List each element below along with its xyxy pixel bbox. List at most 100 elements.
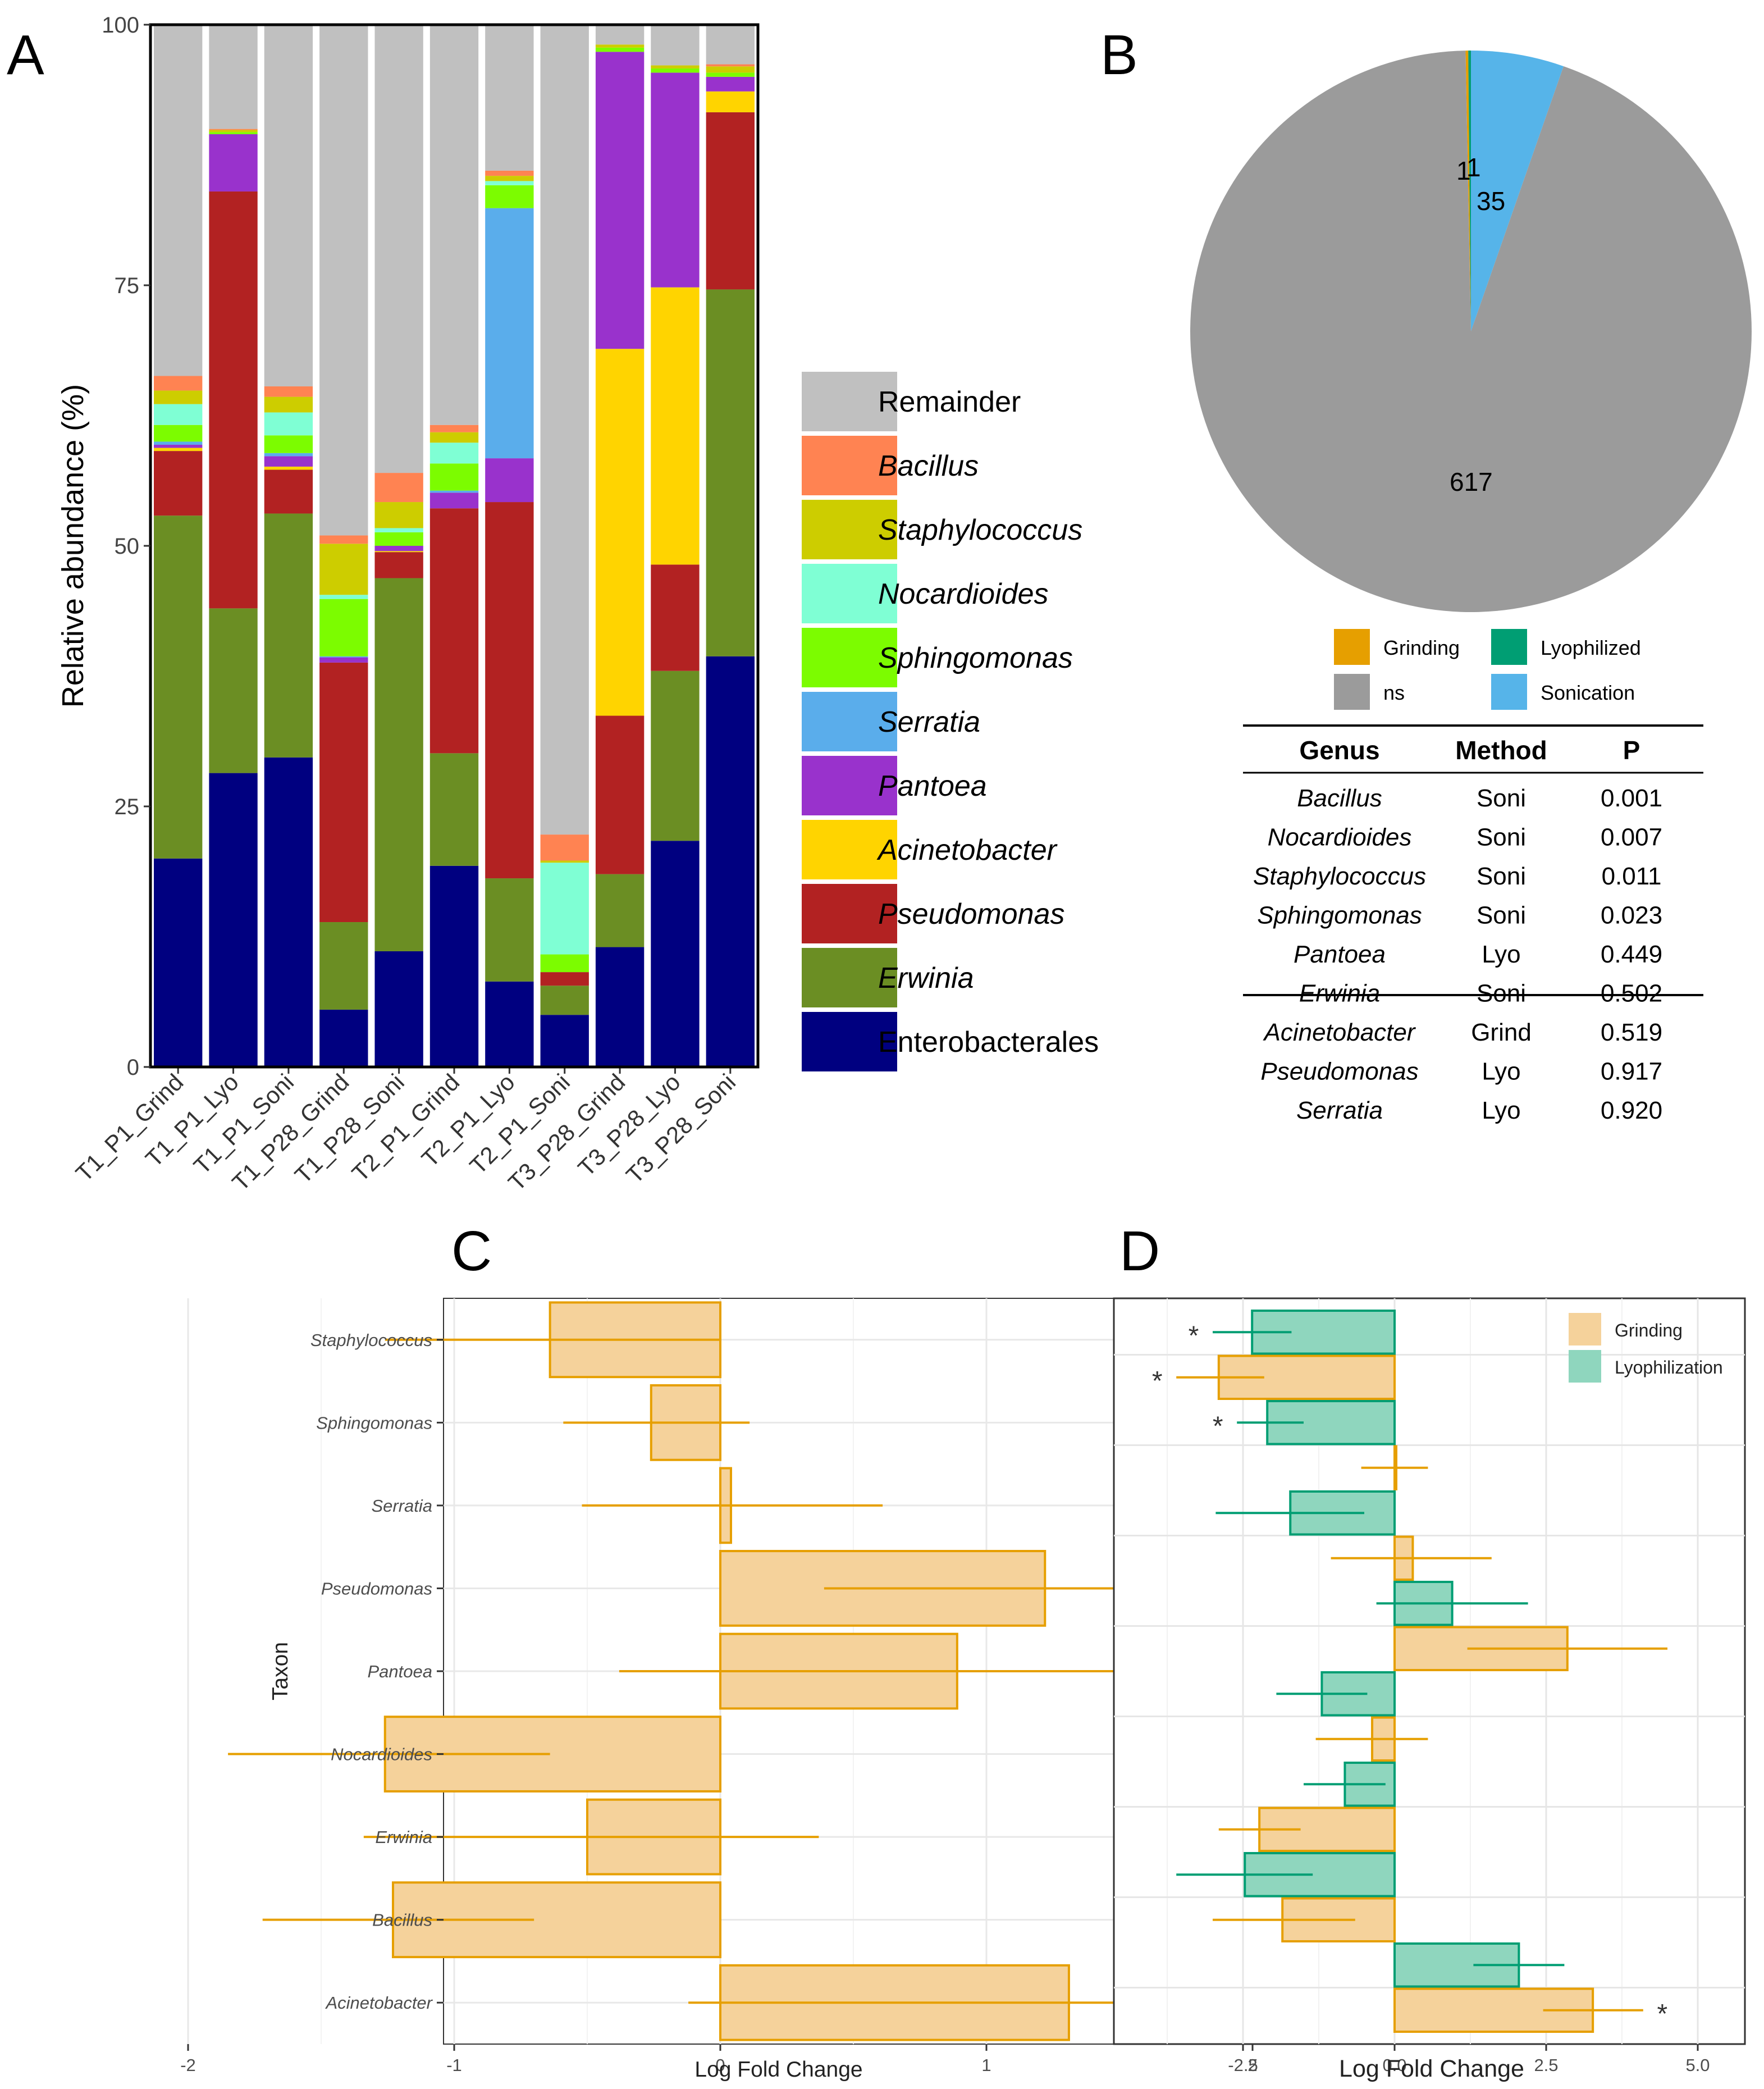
bar-segment-bacillus-t1-p1-grind — [154, 376, 203, 391]
significance-marker: * — [1189, 1321, 1199, 1351]
legend-key-pseudomonas — [802, 884, 897, 943]
bar-segment-pantoea-t1-p1-grind — [154, 444, 203, 448]
table-cell: 0.519 — [1601, 1019, 1662, 1046]
bar-segment-bacillus-t1-p28-grind — [319, 535, 368, 544]
bar-segment-pantoea-t3-p28-lyo — [651, 72, 700, 288]
bar-segment-staphylococcus-t1-p1-lyo — [209, 130, 258, 133]
table-cell: Staphylococcus — [1253, 863, 1426, 890]
pie-legend-key-sonication — [1491, 674, 1527, 710]
legend-label-bacillus: Bacillus — [878, 450, 979, 482]
bar-segment-erwinia-t2-p1-lyo — [485, 878, 534, 982]
y-tick-label-bacillus: Bacillus — [372, 1910, 432, 1930]
bar-segment-erwinia-t1-p28-grind — [319, 922, 368, 1010]
bar-segment-enterobacterales-t3-p28-lyo — [651, 841, 700, 1067]
bar-segment-acinetobacter-t1-p1-grind — [154, 448, 203, 451]
table-cell: Acinetobacter — [1262, 1019, 1416, 1046]
bar-segment-sphingomonas-t1-p28-soni — [374, 532, 423, 546]
bar-segment-nocardioides-t2-p1-grind — [429, 443, 479, 464]
bar-segment-sphingomonas-t2-p1-soni — [540, 954, 589, 973]
bar-segment-enterobacterales-t1-p1-soni — [264, 757, 313, 1067]
pie-slice-sonication — [1471, 51, 1564, 331]
bar-pseudomonas — [719, 1550, 1046, 1627]
bar-segment-enterobacterales-t3-p28-soni — [706, 656, 755, 1067]
bar-segment-sphingomonas-t1-p28-grind — [319, 599, 368, 656]
y-tick-label: 0 — [127, 1055, 139, 1080]
y-axis-title: Taxon — [268, 1642, 293, 1700]
pie-slice-grinding — [1465, 51, 1471, 331]
bar-segment-staphylococcus-t1-p28-grind — [319, 544, 368, 595]
legend-key-staphylococcus — [802, 500, 897, 559]
pie-value-ns: 617 — [1450, 467, 1493, 496]
bar-segment-remainder-t3-p28-grind — [595, 25, 645, 45]
bar-segment-sphingomonas-t3-p28-grind — [595, 47, 645, 52]
bar-segment-staphylococcus-t2-p1-lyo — [485, 176, 534, 181]
y-tick-label-acinetobacter: Acinetobacter — [325, 1993, 433, 2013]
table-cell: Pantoea — [1294, 941, 1386, 968]
bar-segment-pseudomonas-t1-p28-grind — [319, 662, 368, 923]
legend-label-nocardioides: Nocardioides — [878, 578, 1049, 610]
legend-label-staphylococcus: Staphylococcus — [878, 514, 1082, 546]
x-tick-label: 0.0 — [1382, 2055, 1406, 2075]
bar-segment-remainder-t1-p1-grind — [154, 25, 203, 376]
bar-segment-enterobacterales-t1-p28-soni — [374, 951, 423, 1067]
bar-segment-erwinia-t3-p28-grind — [595, 874, 645, 947]
bar-segment-pseudomonas-t2-p1-soni — [540, 972, 589, 986]
bar-segment-pseudomonas-t3-p28-lyo — [651, 564, 700, 671]
bar-segment-staphylococcus-t1-p28-soni — [374, 502, 423, 528]
bar-segment-enterobacterales-t2-p1-lyo — [485, 981, 534, 1067]
bar-segment-erwinia-t3-p28-lyo — [651, 671, 700, 841]
legend-label-pantoea: Pantoea — [878, 770, 987, 802]
table-cell: 0.007 — [1601, 824, 1662, 851]
bar-segment-acinetobacter-t3-p28-lyo — [651, 287, 700, 565]
legend-key-pantoea — [802, 756, 897, 815]
bar-segment-acinetobacter-t3-p28-grind — [595, 349, 645, 716]
bar-segment-bacillus-t3-p28-soni — [706, 64, 755, 67]
bar-segment-remainder-t1-p1-lyo — [209, 25, 258, 129]
panel-letter-d: D — [1119, 1220, 1160, 1283]
y-tick-label-pantoea: Pantoea — [368, 1662, 433, 1681]
bar-segment-bacillus-t2-p1-grind — [429, 425, 479, 432]
bar-segment-remainder-t2-p1-grind — [429, 25, 479, 425]
table-cell: 0.001 — [1601, 784, 1662, 812]
table-cell: 0.449 — [1601, 941, 1662, 968]
pie-value-sonication: 35 — [1477, 186, 1505, 216]
bar-segment-remainder-t2-p1-lyo — [485, 25, 534, 171]
bar-segment-enterobacterales-t1-p28-grind — [319, 1009, 368, 1067]
bar-segment-enterobacterales-t1-p1-grind — [154, 858, 203, 1067]
bar-segment-enterobacterales-t2-p1-grind — [429, 865, 479, 1067]
bar-segment-nocardioides-t1-p28-grind — [319, 595, 368, 599]
bar-segment-pseudomonas-t2-p1-grind — [429, 508, 479, 754]
pie-value-grinding: 1 — [1456, 156, 1471, 185]
bar-segment-erwinia-t1-p1-grind — [154, 516, 203, 859]
bar-segment-pantoea-t1-p28-soni — [374, 546, 423, 551]
legend-key-sphingomonas — [802, 628, 897, 687]
pie-legend-label-ns: ns — [1383, 681, 1405, 704]
bar-segment-sphingomonas-t1-p1-lyo — [209, 132, 258, 134]
table-cell: Lyo — [1482, 941, 1520, 968]
bar-segment-sphingomonas-t1-p1-grind — [154, 425, 203, 442]
bar-segment-enterobacterales-t1-p1-lyo — [209, 773, 258, 1067]
legend-label-acinetobacter: Acinetobacter — [876, 834, 1058, 866]
y-tick-label: 100 — [102, 13, 139, 38]
bar-segment-pantoea-t3-p28-soni — [706, 76, 755, 92]
bar-segment-sphingomonas-t3-p28-lyo — [651, 68, 700, 73]
bar-segment-bacillus-t1-p28-soni — [374, 473, 423, 503]
pie-legend-key-grinding — [1334, 629, 1370, 665]
bar-lyophilization-group-7 — [1393, 1942, 1520, 1988]
bar-segment-pantoea-t1-p1-lyo — [209, 134, 258, 191]
legend-label-grinding: Grinding — [1615, 1320, 1683, 1340]
table-cell: Nocardioides — [1268, 824, 1412, 851]
bar-segment-pseudomonas-t1-p28-soni — [374, 552, 423, 578]
table-cell: 0.917 — [1601, 1058, 1662, 1085]
bar-segment-erwinia-t1-p28-soni — [374, 578, 423, 951]
bar-segment-nocardioides-t1-p1-grind — [154, 404, 203, 425]
panel-a-stacked-bar-chart: T1_P1_GrindT1_P1_LyoT1_P1_SoniT1_P28_Gri… — [56, 13, 1099, 1196]
table-cell: 0.502 — [1601, 980, 1662, 1007]
bar-segment-remainder-t2-p1-soni — [540, 25, 589, 835]
bar-segment-pantoea-t1-p28-grind — [319, 657, 368, 663]
table-header-p: P — [1623, 736, 1640, 765]
bar-segment-remainder-t1-p1-soni — [264, 25, 313, 387]
table-cell: Lyo — [1482, 1097, 1520, 1124]
bar-segment-pseudomonas-t1-p1-soni — [264, 469, 313, 514]
